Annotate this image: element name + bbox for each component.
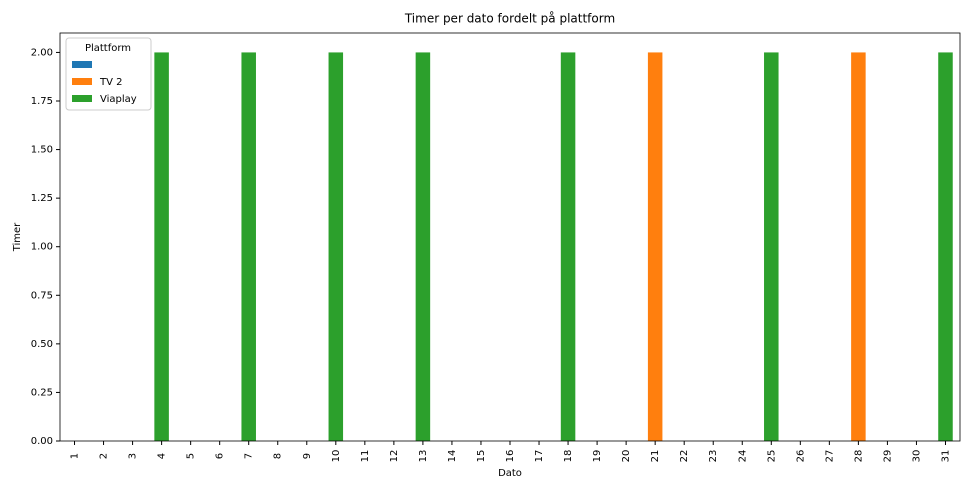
legend-label: TV 2 <box>99 77 123 88</box>
x-tick-label: 7 <box>244 453 255 459</box>
legend-box <box>65 37 152 111</box>
bar <box>764 52 779 442</box>
x-tick-label: 11 <box>360 450 371 463</box>
x-tick-label: 10 <box>331 450 342 463</box>
x-tick-label: 25 <box>766 450 777 463</box>
x-tick-label: 17 <box>534 450 545 463</box>
bar <box>851 52 866 442</box>
x-tick-label: 21 <box>650 450 661 463</box>
legend-swatch <box>72 95 92 102</box>
bar <box>328 52 344 442</box>
x-tick-label: 22 <box>679 450 690 463</box>
x-tick-label: 26 <box>795 450 806 463</box>
legend-label: Viaplay <box>100 94 137 105</box>
x-tick-label: 16 <box>505 450 516 463</box>
y-tick-label: 0.75 <box>31 290 53 301</box>
y-tick-label: 1.00 <box>31 242 53 253</box>
bar <box>647 52 663 442</box>
x-tick-label: 29 <box>882 450 893 463</box>
x-tick-label: 3 <box>128 453 139 459</box>
x-tick-label: 18 <box>563 450 574 463</box>
x-tick-label: 15 <box>476 450 487 463</box>
plot-frame <box>59 32 961 442</box>
x-tick-label: 8 <box>273 453 284 459</box>
legend-swatch <box>72 78 92 85</box>
legend-swatch <box>72 61 92 68</box>
legend-title: Plattform <box>85 43 131 54</box>
x-tick-label: 19 <box>592 450 603 463</box>
y-tick-label: 0.50 <box>31 339 53 350</box>
y-tick-label: 1.75 <box>31 96 53 107</box>
x-tick-label: 5 <box>186 453 197 459</box>
chart-title: Timer per dato fordelt på plattform <box>404 12 615 26</box>
y-tick-label: 0.00 <box>31 436 53 447</box>
x-tick-label: 28 <box>853 450 864 463</box>
x-tick-label: 14 <box>447 450 458 463</box>
x-axis-label: Dato <box>498 468 522 479</box>
y-tick-label: 2.00 <box>31 47 53 58</box>
bar <box>938 52 953 442</box>
x-tick-label: 20 <box>621 450 632 463</box>
bar <box>415 52 431 442</box>
y-tick-label: 0.25 <box>31 387 53 398</box>
y-tick-label: 1.25 <box>31 193 53 204</box>
x-tick-label: 12 <box>389 450 400 463</box>
x-tick-label: 23 <box>708 450 719 463</box>
bar <box>154 52 169 442</box>
x-tick-label: 6 <box>215 453 226 459</box>
bar <box>241 52 256 442</box>
x-tick-label: 24 <box>737 450 748 463</box>
y-tick-label: 1.50 <box>31 145 53 156</box>
x-tick-label: 27 <box>824 450 835 463</box>
bar <box>560 52 576 442</box>
x-tick-label: 9 <box>302 453 313 459</box>
x-tick-label: 2 <box>99 453 110 459</box>
x-tick-label: 1 <box>70 453 81 459</box>
y-axis-label: Timer <box>12 222 23 252</box>
x-tick-label: 31 <box>940 450 951 463</box>
x-tick-label: 30 <box>911 450 922 463</box>
x-tick-label: 13 <box>418 450 429 463</box>
x-tick-label: 4 <box>157 453 168 459</box>
